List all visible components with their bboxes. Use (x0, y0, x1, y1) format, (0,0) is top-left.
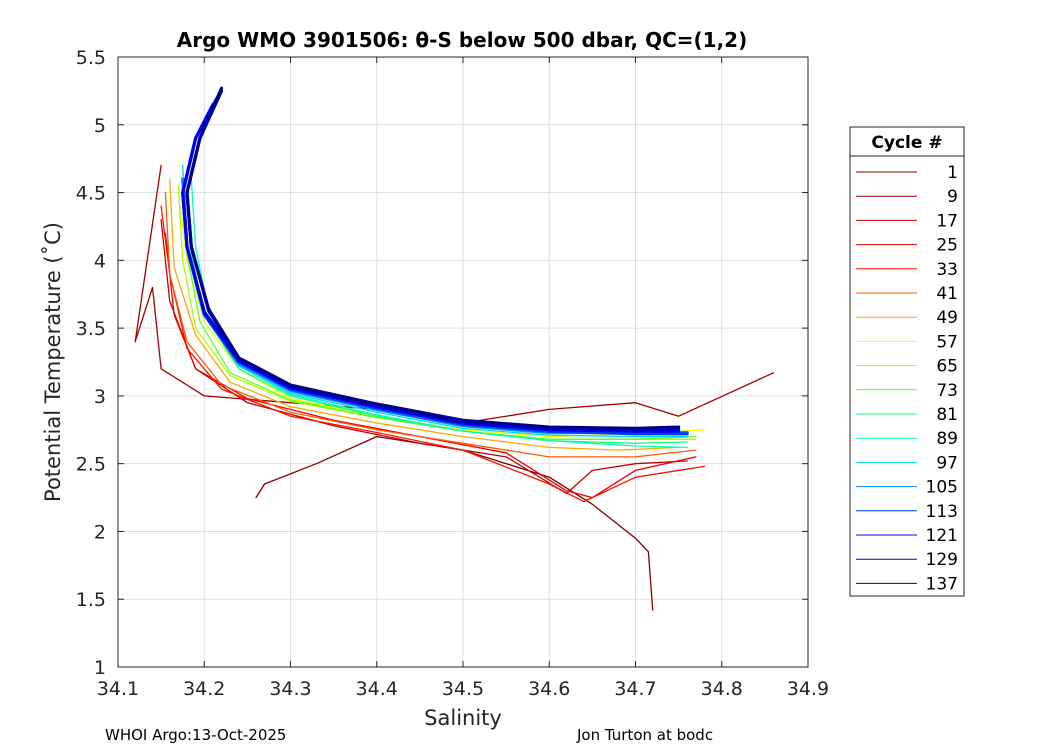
series-line-cycle-89 (190, 178, 688, 449)
legend-label: 25 (936, 236, 958, 256)
legend-label: 41 (936, 284, 958, 304)
series-lines (134, 86, 775, 611)
y-tick-label: 4.5 (76, 183, 106, 205)
y-tick-label: 4 (94, 250, 106, 272)
series-line-cycle-49 (169, 178, 680, 451)
x-tick-label: 34.5 (442, 678, 484, 700)
x-tick-label: 34.3 (269, 678, 311, 700)
y-tick-label: 2 (94, 521, 106, 543)
chart-title: Argo WMO 3901506: θ-S below 500 dbar, QC… (177, 28, 747, 52)
legend-label: 9 (947, 187, 958, 207)
footer-source: WHOI Argo:13-Oct-2025 (105, 726, 287, 744)
legend-label: 137 (926, 574, 958, 594)
x-tick-label: 34.2 (183, 678, 225, 700)
legend-label: 97 (936, 453, 958, 473)
x-tick-label: 34.4 (356, 678, 398, 700)
y-axis-ticks: 1 1.5 2 2.5 3 3.5 4 4.5 5 5.5 (76, 47, 808, 679)
legend-label: 1 (947, 163, 958, 183)
legend-label: 65 (936, 357, 958, 377)
series-line-cycle-57 (177, 191, 706, 438)
x-axis-ticks: 34.1 34.2 34.3 34.4 34.5 34.6 34.7 34.8 34.9 (97, 57, 829, 700)
y-tick-label: 2.5 (76, 454, 106, 476)
legend-label: 89 (936, 429, 958, 449)
series-line-cycle-33 (160, 205, 706, 503)
footer-credit: Jon Turton at bodc (577, 726, 714, 744)
legend-label: 33 (936, 260, 958, 280)
legend-label: 105 (926, 478, 958, 498)
legend-title: Cycle # (871, 133, 942, 153)
x-axis-label: Salinity (424, 706, 502, 730)
legend-label: 113 (926, 502, 958, 522)
legend-label: 49 (936, 308, 958, 328)
x-tick-label: 34.1 (97, 678, 139, 700)
y-tick-label: 1.5 (76, 589, 106, 611)
legend-label: 17 (936, 211, 958, 231)
series-line-cycle-1 (255, 435, 654, 611)
series-line-cycle-41 (164, 191, 697, 458)
y-axis-label: Potential Temperature (˚C) (41, 222, 65, 502)
y-tick-label: 5.5 (76, 47, 106, 69)
legend-box (849, 126, 965, 597)
legend-label: 121 (926, 526, 958, 546)
x-tick-label: 34.7 (614, 678, 656, 700)
x-tick-label: 34.6 (528, 678, 570, 700)
legend: Cycle # 1 9 17 25 33 41 49 57 65 73 81 89 97 105 113 12… (849, 126, 965, 597)
series-line-cycle-137 (185, 86, 681, 430)
legend-label: 57 (936, 332, 958, 352)
x-tick-label: 34.8 (701, 678, 743, 700)
y-tick-label: 5 (94, 115, 106, 137)
y-tick-label: 3.5 (76, 318, 106, 340)
legend-label: 73 (936, 381, 958, 401)
y-tick-label: 1 (94, 657, 106, 679)
y-tick-label: 3 (94, 386, 106, 408)
legend-label: 81 (936, 405, 958, 425)
x-tick-label: 34.9 (787, 678, 829, 700)
series-line-cycle-73 (182, 185, 697, 440)
legend-label: 129 (926, 550, 958, 570)
